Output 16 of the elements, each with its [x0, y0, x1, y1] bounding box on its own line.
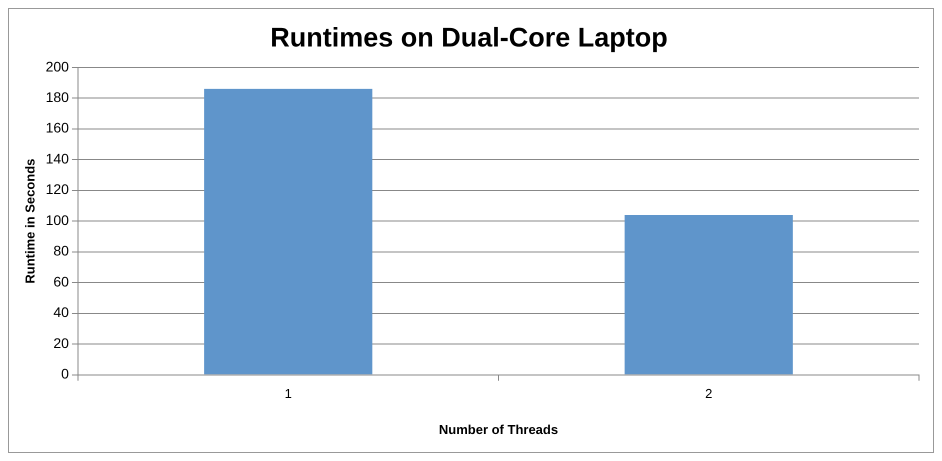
y-tick-label: 60	[53, 273, 70, 290]
y-tick-label: 20	[53, 334, 70, 351]
y-tick-label: 180	[46, 89, 70, 105]
y-tick-label: 40	[53, 304, 70, 320]
x-tick-label: 1	[284, 386, 292, 402]
y-tick-label: 120	[46, 181, 70, 198]
chart-title: Runtimes on Dual-Core Laptop	[270, 22, 668, 53]
y-tick-label: 0	[61, 366, 70, 382]
y-tick-label: 140	[46, 150, 70, 166]
x-tick-label: 2	[705, 386, 712, 402]
x-axis-title: Number of Threads	[438, 422, 558, 437]
y-axis-title: Runtime in Seconds	[22, 158, 38, 284]
y-tick-label: 100	[46, 212, 70, 228]
y-tick-label: 80	[53, 242, 70, 259]
y-tick-label: 160	[46, 120, 70, 136]
y-tick-label: 200	[46, 58, 70, 74]
